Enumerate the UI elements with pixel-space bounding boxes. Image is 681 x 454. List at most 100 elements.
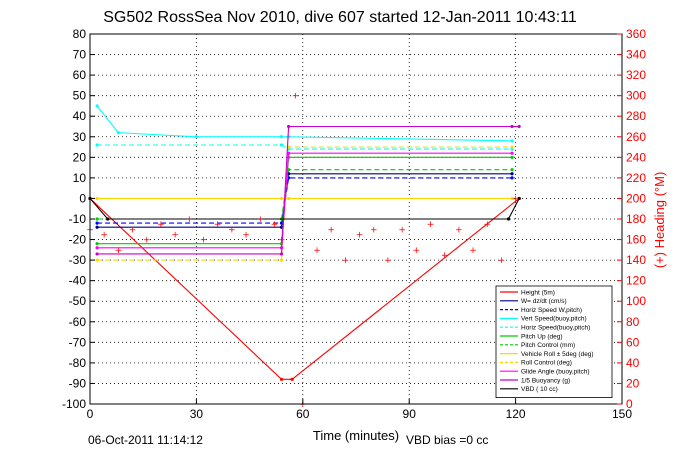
y-axis-right-label: (+) Heading (°M) [652,172,667,269]
y-right-tick-label: 180 [626,212,646,226]
y-right-tick-label: 320 [626,68,646,82]
legend-box [495,285,613,398]
x-tick-label: 150 [612,407,632,421]
series-point [510,139,514,143]
heading-point: + [356,230,364,240]
series-point [510,168,514,172]
series-point [510,172,514,176]
x-axis: 0 30 60 90 120 150 [87,399,632,421]
y-right-tick-label: 360 [626,27,646,41]
heading-point: + [292,92,300,102]
series-point [95,258,99,262]
heading-point: + [171,230,179,240]
heading-point: + [299,400,307,410]
heading-point: + [498,256,506,266]
y-right-tick-label: 220 [626,171,646,185]
heading-point: + [313,246,321,256]
series-point [95,196,99,201]
series-point [279,221,284,225]
heading-point: + [228,225,236,235]
x-tick-label: 120 [506,407,526,421]
series-point [95,242,99,246]
series-point [287,124,291,129]
heading-point: + [512,194,520,204]
y-right-tick-label: 280 [626,109,646,123]
heading-point: + [427,220,435,230]
y-axis-right: 3603403203002802602402202001801601401201… [617,27,646,411]
legend-entry: Height (5m) [521,289,555,296]
legend-entry: Vehicle Roll ± 5deg (deg) [521,351,594,358]
y-tick-label: 0 [79,191,86,205]
y-tick-label: 60 [73,68,87,82]
series-line [97,152,513,249]
x-tick-label: 60 [296,407,310,421]
series-point [95,217,99,221]
legend-entry: Horiz Speed W,pitch) [521,307,582,314]
x-tick-label: 90 [403,407,417,421]
legend: Height (5m) W= dz/dt (cm/s) Horiz Speed W,… [495,285,613,398]
heading-point: + [483,220,491,230]
y-tick-label: -10 [69,212,87,226]
y-tick-label: -100 [62,397,86,411]
series-point [116,131,120,135]
y-tick-label: 20 [73,150,87,164]
series-point [95,143,99,147]
series-point [510,151,514,155]
heading-point: + [143,236,151,246]
y-right-tick-label: 120 [626,274,646,288]
y-tick-label: 40 [73,109,87,123]
heading-point: + [115,246,123,256]
series-point [106,217,110,221]
footer-vbd-bias: VBD bias =0 cc [406,433,488,447]
y-right-tick-label: 20 [626,376,640,390]
series-point [510,155,514,159]
series-point [287,196,291,201]
heading-point: + [342,256,350,266]
x-tick-label: 0 [87,407,94,421]
legend-entry: W= dz/dt (cm/s) [521,298,567,305]
series-line [97,177,513,224]
heading-point: + [186,215,194,225]
y-right-tick-label: 240 [626,150,646,164]
y-tick-label: -80 [69,356,87,370]
series-point [287,151,291,155]
series-point [279,377,284,381]
y-right-tick-label: 260 [626,130,646,144]
series-point [506,217,511,221]
y-right-tick-label: 40 [626,356,640,370]
y-tick-label: 80 [73,27,87,41]
y-axis-left: 80 70 60 50 40 30 20 10 0 -10 -20 -30 -40 -50 -60 -70 -8… [62,27,95,411]
heading-point: + [384,256,392,266]
series-line [89,198,520,380]
heading-point: + [455,225,463,235]
series-line [89,198,520,220]
heading-layer: ++++++++++++++++++++++++++++++++ [86,92,519,410]
chart-title: SG502 RossSea Nov 2010, dive 607 started… [103,9,577,26]
series-point [95,221,99,225]
heading-point: + [370,225,378,235]
legend-entry: 1/5 Buoyancy (g) [521,377,570,384]
heading-point: + [100,230,108,240]
heading-point: + [200,236,208,246]
series-point [510,176,514,180]
heading-point: + [256,215,264,225]
legend-entry: VBD ( 10 cc) [521,386,558,393]
series-point [517,124,521,129]
y-right-tick-label: 340 [626,48,646,62]
legend-entry: Horiz Speed(buoy,pitch) [521,325,590,332]
heading-point: + [441,251,449,261]
legend-entry: Pitch Up (deg) [521,333,563,340]
y-tick-label: -30 [69,253,87,267]
legend-entry: Glide Angle (buoy,pitch) [521,369,590,376]
y-tick-label: 70 [73,48,87,62]
series-point [279,143,284,147]
series-line [97,169,513,220]
y-right-tick-label: 300 [626,89,646,103]
y-tick-label: -70 [69,335,87,349]
y-right-tick-label: 100 [626,294,646,308]
y-tick-label: 50 [73,89,87,103]
heading-point: + [398,225,406,235]
series-line [97,144,513,150]
y-right-tick-label: 200 [626,191,646,205]
